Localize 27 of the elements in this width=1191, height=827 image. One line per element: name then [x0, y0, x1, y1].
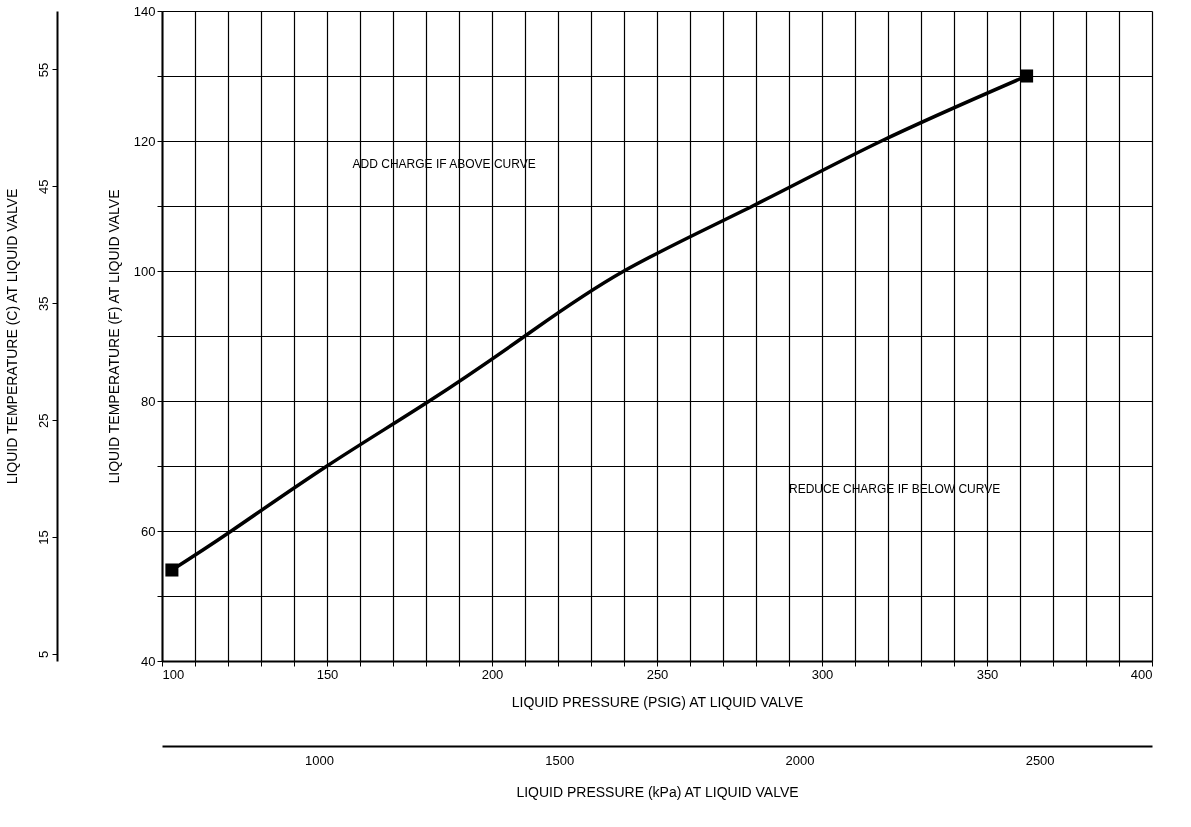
- x2-tick-label: 2500: [1025, 752, 1055, 768]
- x2-tick-label: 2000: [785, 752, 815, 768]
- x-tick-label: 100: [162, 666, 185, 682]
- x2-tick-label: 1000: [305, 752, 335, 768]
- x-tick-label: 200: [481, 666, 504, 682]
- y-tick-label: 100: [133, 263, 156, 279]
- y-tick-label: 120: [133, 133, 156, 149]
- y2-tick-label: 55: [35, 62, 51, 78]
- x-tick-label: 300: [811, 666, 834, 682]
- y2-axis-title: LIQUID TEMPERATURE (C) AT LIQUID VALVE: [3, 188, 20, 485]
- y-axis-title: LIQUID TEMPERATURE (F) AT LIQUID VALVE: [105, 189, 122, 484]
- y-tick-label: 40: [141, 653, 156, 669]
- y-tick-label: 80: [141, 393, 156, 409]
- x-tick-label: 350: [976, 666, 999, 682]
- x-tick-label: 250: [646, 666, 669, 682]
- y-tick-label: 140: [133, 3, 156, 19]
- y-tick-label: 60: [141, 523, 156, 539]
- x-axis-title: LIQUID PRESSURE (PSIG) AT LIQUID VALVE: [511, 693, 804, 710]
- x-tick-label: 400: [1130, 666, 1153, 682]
- x2-tick-label: 1500: [545, 752, 575, 768]
- y2-tick-label: 5: [35, 650, 51, 659]
- y2-tick-label: 15: [35, 530, 51, 545]
- y2-tick-label: 45: [35, 179, 51, 195]
- y2-tick-label: 25: [35, 413, 51, 428]
- x2-axis-title: LIQUID PRESSURE (kPa) AT LIQUID VALVE: [516, 783, 799, 800]
- x-tick-label: 150: [316, 666, 339, 682]
- y2-tick-label: 35: [35, 296, 51, 311]
